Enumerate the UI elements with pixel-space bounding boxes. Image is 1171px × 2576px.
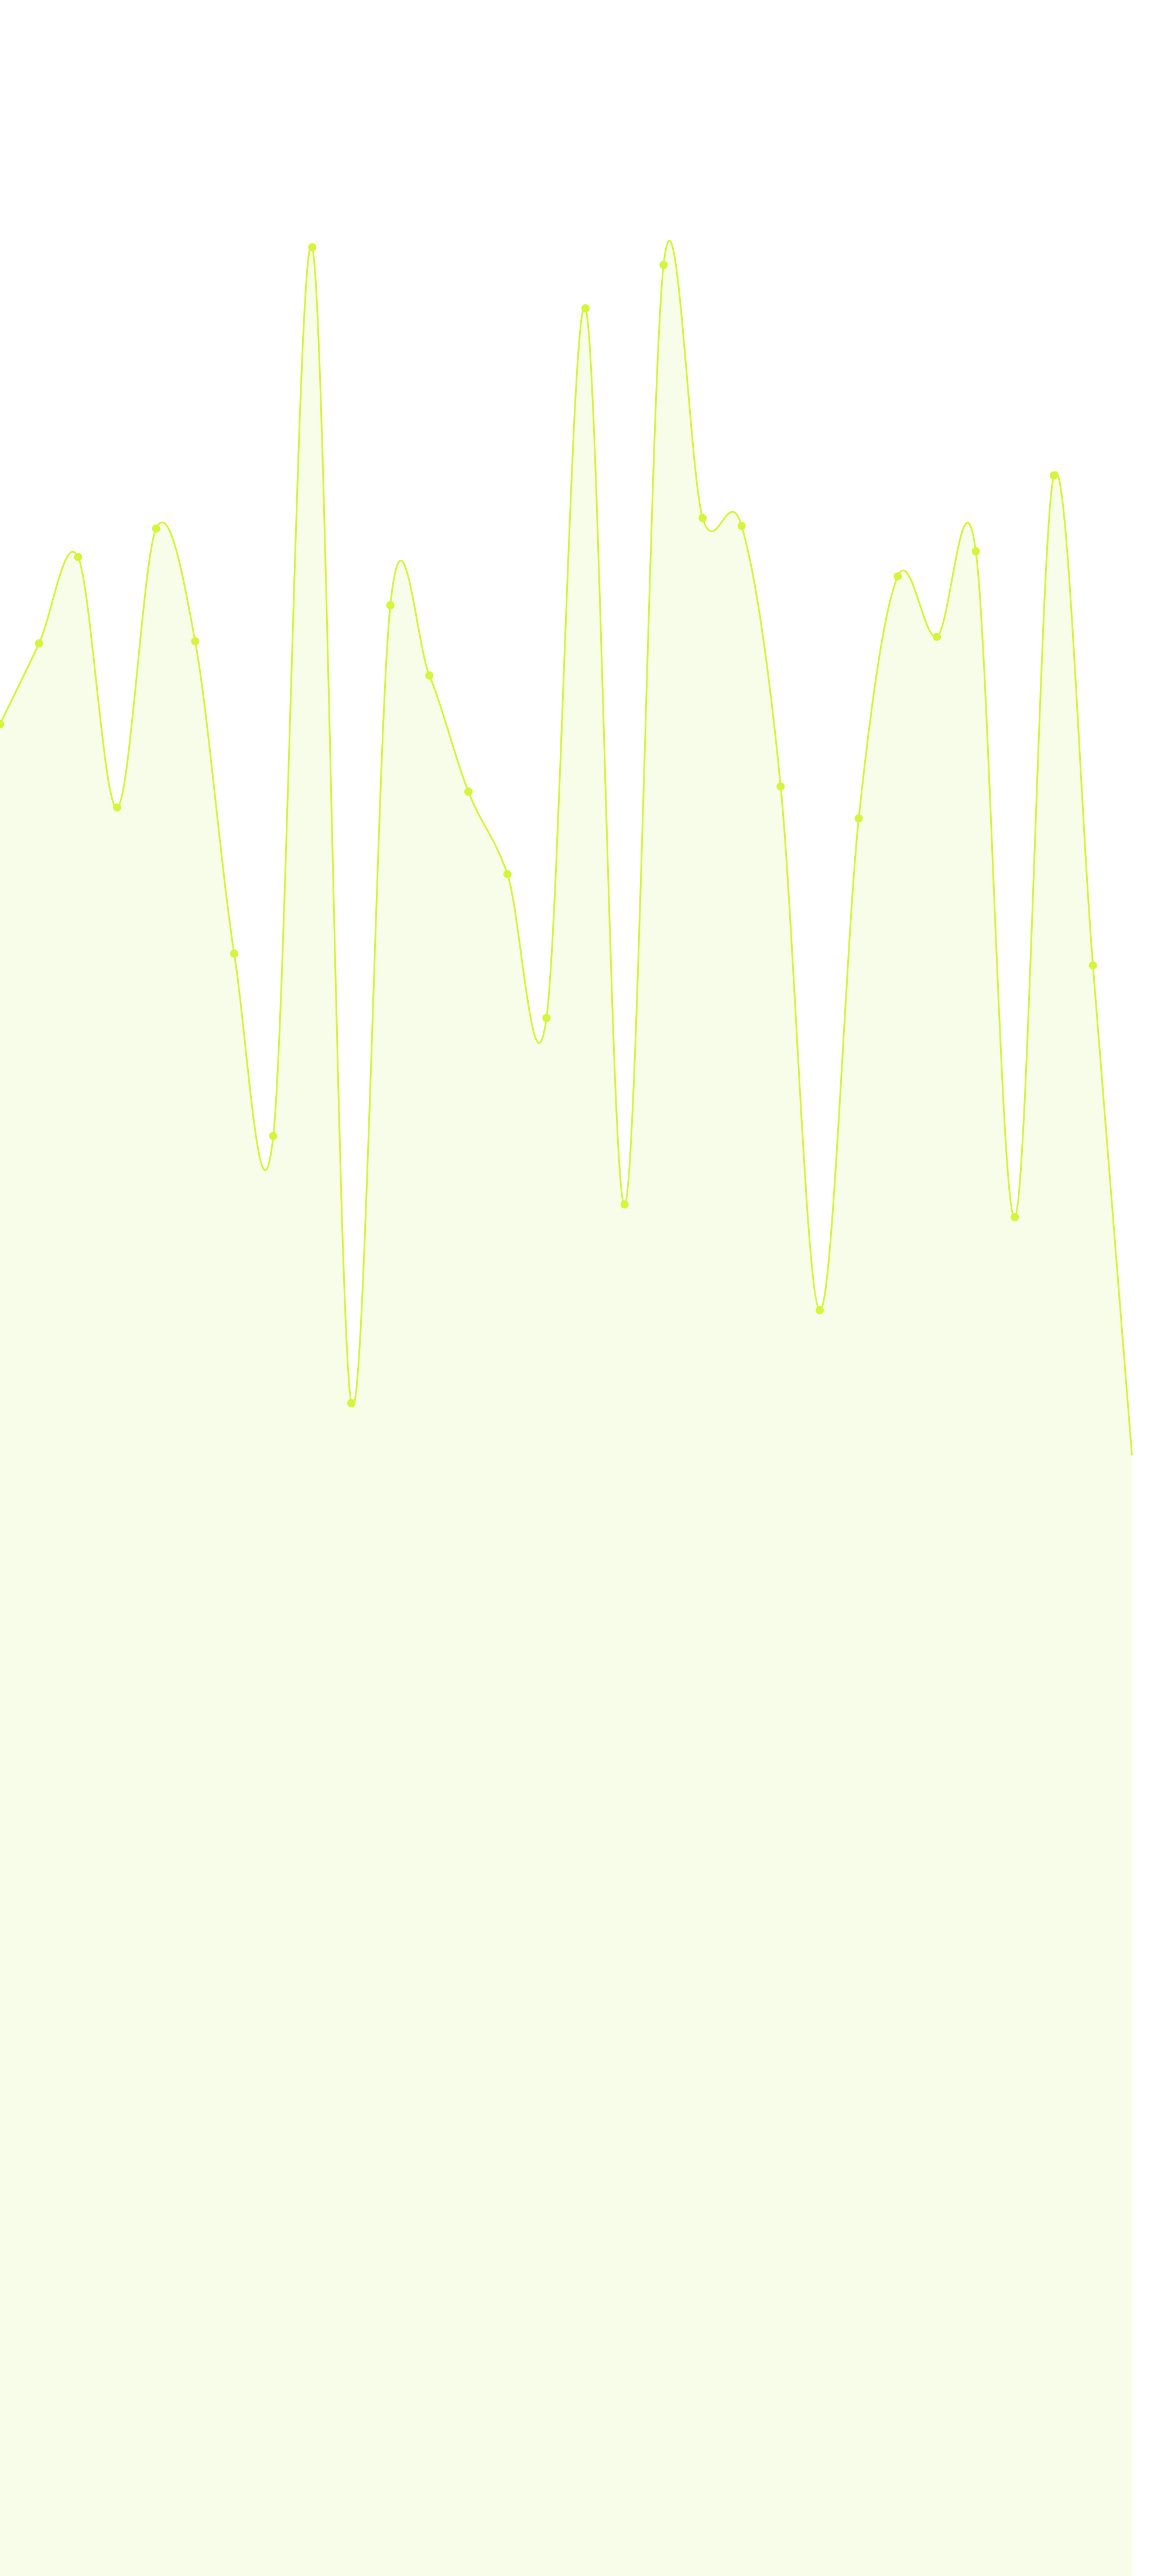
data-point-27 <box>1050 471 1058 480</box>
data-point-11 <box>425 671 434 680</box>
data-point-3 <box>113 803 121 812</box>
data-point-10 <box>386 601 395 609</box>
data-point-17 <box>659 261 668 269</box>
data-point-16 <box>620 1200 629 1209</box>
data-point-8 <box>308 243 317 252</box>
data-point-0 <box>0 720 4 728</box>
data-point-9 <box>347 1399 355 1407</box>
data-point-1 <box>35 639 43 648</box>
data-point-12 <box>464 787 472 796</box>
area-fill <box>0 240 1132 2576</box>
data-point-14 <box>542 1013 551 1022</box>
data-point-20 <box>776 782 785 791</box>
data-points <box>0 243 1097 1407</box>
plot-area <box>0 239 1133 2576</box>
data-point-7 <box>269 1132 278 1140</box>
data-point-6 <box>230 949 238 958</box>
data-point-5 <box>191 637 200 646</box>
data-point-21 <box>816 1306 824 1314</box>
data-point-19 <box>737 522 746 530</box>
data-point-13 <box>503 870 512 879</box>
data-point-24 <box>933 632 941 641</box>
data-point-26 <box>1011 1213 1019 1222</box>
data-point-25 <box>971 547 980 556</box>
data-point-18 <box>699 513 707 522</box>
data-point-22 <box>854 814 863 823</box>
data-point-23 <box>893 572 902 581</box>
data-point-4 <box>152 524 160 533</box>
data-point-15 <box>581 304 590 313</box>
data-point-2 <box>74 553 83 561</box>
data-point-28 <box>1088 961 1097 970</box>
